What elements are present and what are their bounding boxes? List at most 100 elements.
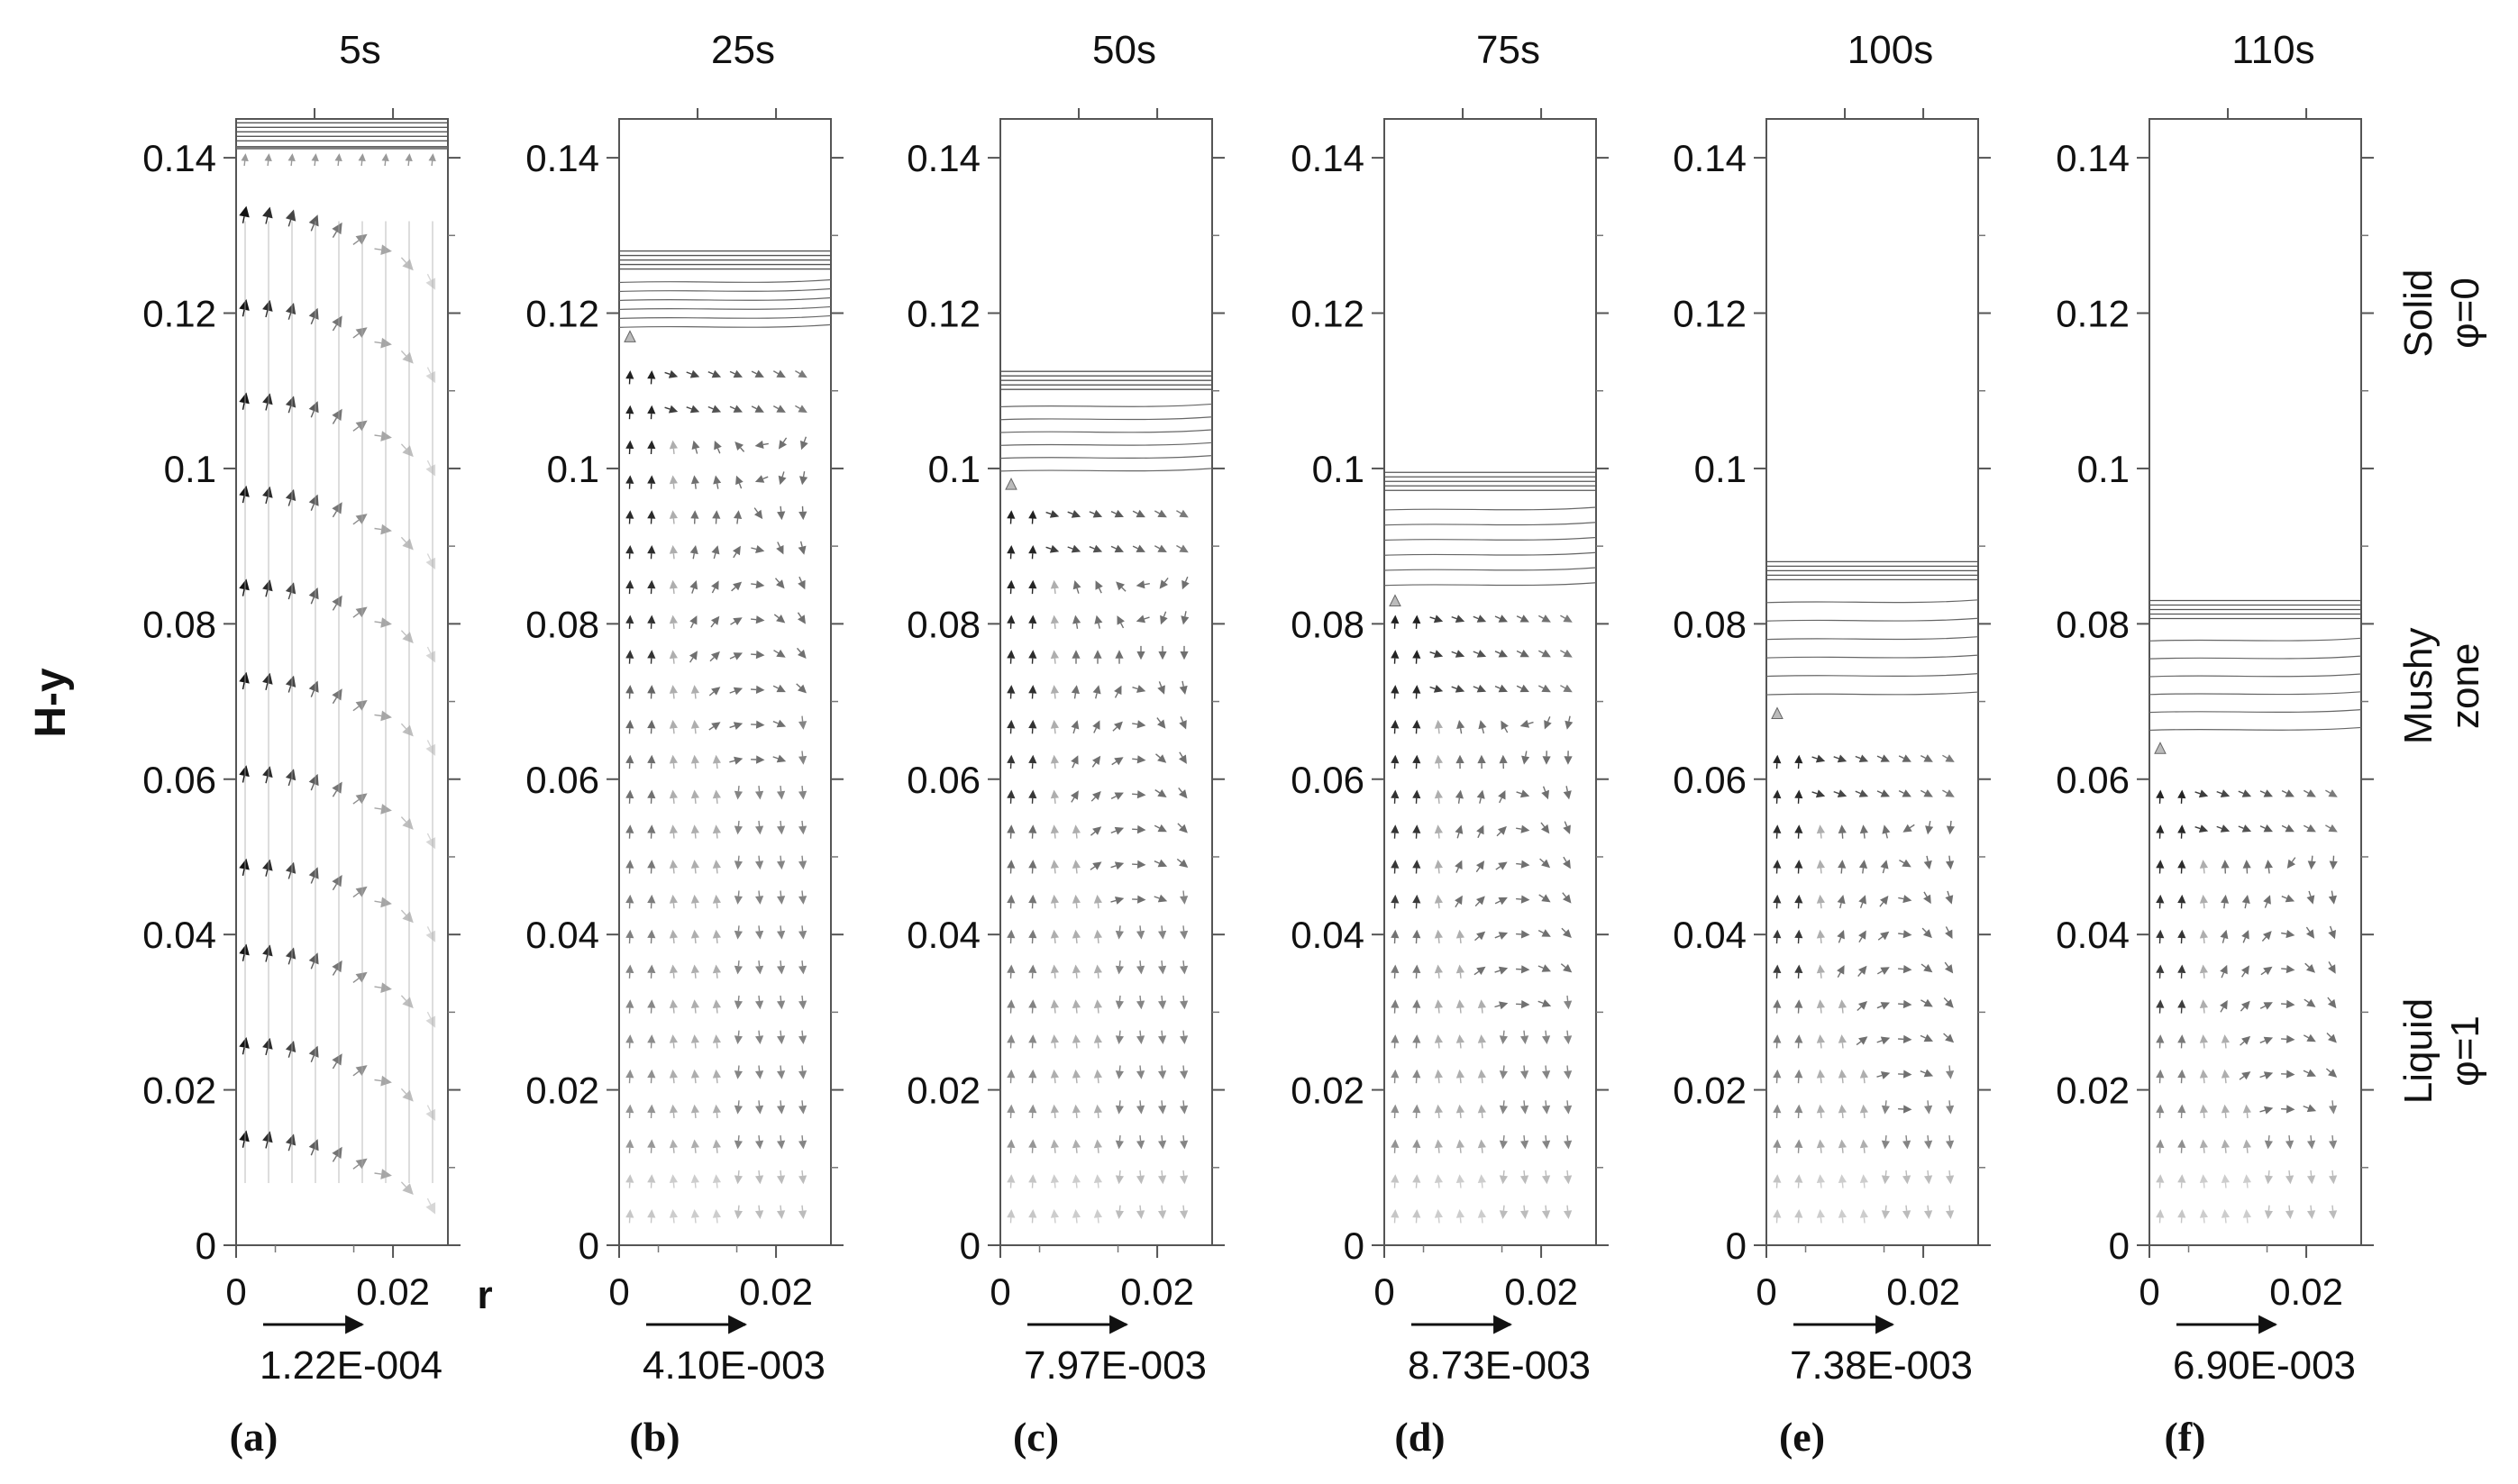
vector-shaft: [1523, 1065, 1526, 1071]
vector-head: [625, 719, 634, 729]
vector-shaft: [1182, 1170, 1185, 1176]
vector-arrow: [1132, 824, 1146, 834]
vector-shaft: [716, 448, 721, 454]
vector-head: [1564, 1210, 1573, 1219]
vector-head: [239, 392, 250, 405]
vector-shaft: [1909, 824, 1915, 829]
isotherm-line: [1765, 691, 1979, 696]
vector-shaft: [2224, 1042, 2227, 1049]
vector-shaft: [1841, 1112, 1844, 1119]
plot-frame: [618, 118, 832, 1246]
vector-arrow: [669, 929, 678, 944]
vector-shaft: [1502, 1205, 1505, 1211]
vector-arrow: [1837, 965, 1845, 979]
vector-head: [1476, 860, 1485, 870]
vector-arrow: [1499, 754, 1508, 769]
vector-shaft: [1182, 1100, 1185, 1106]
vector-arrow: [734, 1135, 743, 1150]
vector-shaft: [2203, 937, 2205, 944]
vector-shaft: [2203, 1112, 2205, 1119]
vector-shaft: [672, 448, 675, 454]
vector-arrow: [2281, 1034, 2295, 1043]
vector-arrow: [1838, 1069, 1847, 1084]
vector-head: [734, 825, 743, 835]
vector-shaft: [1161, 961, 1163, 967]
vector-arrow: [1794, 929, 1803, 944]
vector-shaft: [1158, 681, 1163, 687]
vector-head: [1542, 1070, 1551, 1079]
isotherm-line: [618, 278, 832, 284]
vector-head: [798, 860, 807, 870]
vector-head: [1136, 965, 1145, 975]
vector-shaft: [2221, 972, 2225, 979]
vector-shaft: [1437, 833, 1440, 839]
vector-shaft: [400, 995, 407, 1001]
vector-head: [734, 930, 743, 940]
vector-head: [262, 766, 273, 778]
vector-shaft: [758, 995, 761, 1001]
vector-head: [669, 579, 678, 589]
vector-head: [1563, 824, 1571, 834]
vector-head: [428, 153, 436, 161]
vector-arrow: [1898, 789, 1911, 797]
vector-arrow: [1434, 1139, 1443, 1153]
vector-shaft: [352, 978, 360, 983]
vector-arrow: [1132, 895, 1146, 904]
vector-head: [1773, 929, 1782, 939]
vector-head: [1092, 544, 1103, 553]
vector-head: [668, 369, 679, 378]
vector-arrow: [1455, 754, 1464, 769]
vector-arrow: [2199, 894, 2208, 909]
vector-head: [1476, 684, 1487, 693]
vector-head: [1923, 1033, 1933, 1042]
vector-shaft: [1139, 995, 1142, 1001]
vector-arrow: [1412, 860, 1421, 874]
vector-arrow: [1943, 1033, 1955, 1043]
vector-arrow: [1794, 1209, 1803, 1224]
vector-head: [625, 1209, 634, 1218]
vector-shaft: [1494, 970, 1501, 973]
vector-arrow: [1092, 720, 1100, 733]
vector-arrow: [795, 369, 807, 378]
vector-head: [1114, 792, 1124, 800]
vector-arrow: [400, 816, 414, 830]
vector-head: [1541, 999, 1552, 1007]
vector-shaft: [1859, 902, 1864, 908]
vector-head: [2328, 895, 2337, 905]
vector-shaft: [1920, 754, 1926, 760]
vector-arrow: [1920, 789, 1933, 797]
vector-head: [402, 538, 414, 551]
vector-arrow: [1180, 1135, 1189, 1150]
vector-shaft: [2216, 790, 2222, 795]
vector-head: [355, 1065, 368, 1076]
vector-head: [1412, 860, 1421, 869]
vector-shaft: [1839, 902, 1842, 909]
vector-arrow: [1858, 860, 1868, 874]
vector-shaft: [1820, 1147, 1822, 1153]
vector-arrow: [1050, 999, 1059, 1014]
vector-shaft: [694, 762, 697, 769]
vector-head: [1816, 964, 1825, 974]
vector-arrow: [1180, 925, 1189, 940]
vector-head: [1071, 544, 1081, 553]
vector-head: [262, 299, 273, 312]
vector-arrow: [647, 964, 656, 979]
vector-arrow: [1007, 1139, 1016, 1153]
vector-arrow: [1180, 1170, 1189, 1185]
vector-head: [1542, 1035, 1551, 1044]
vector-head: [425, 930, 436, 942]
vector-arrow: [2241, 965, 2249, 978]
vector-arrow: [1902, 1205, 1911, 1219]
vector-head: [1181, 579, 1190, 590]
vector-head: [625, 405, 634, 414]
vector-arrow: [1499, 1030, 1508, 1044]
vector-arrow: [352, 793, 368, 805]
vector-head: [1028, 929, 1037, 939]
vector-arrow: [712, 1034, 721, 1049]
vector-shaft: [1863, 1112, 1866, 1119]
vector-arrow: [798, 890, 807, 905]
vector-head: [1794, 754, 1803, 764]
vector-head: [1007, 894, 1016, 904]
vector-arrow: [1773, 964, 1782, 979]
vector-shaft: [1054, 658, 1056, 664]
